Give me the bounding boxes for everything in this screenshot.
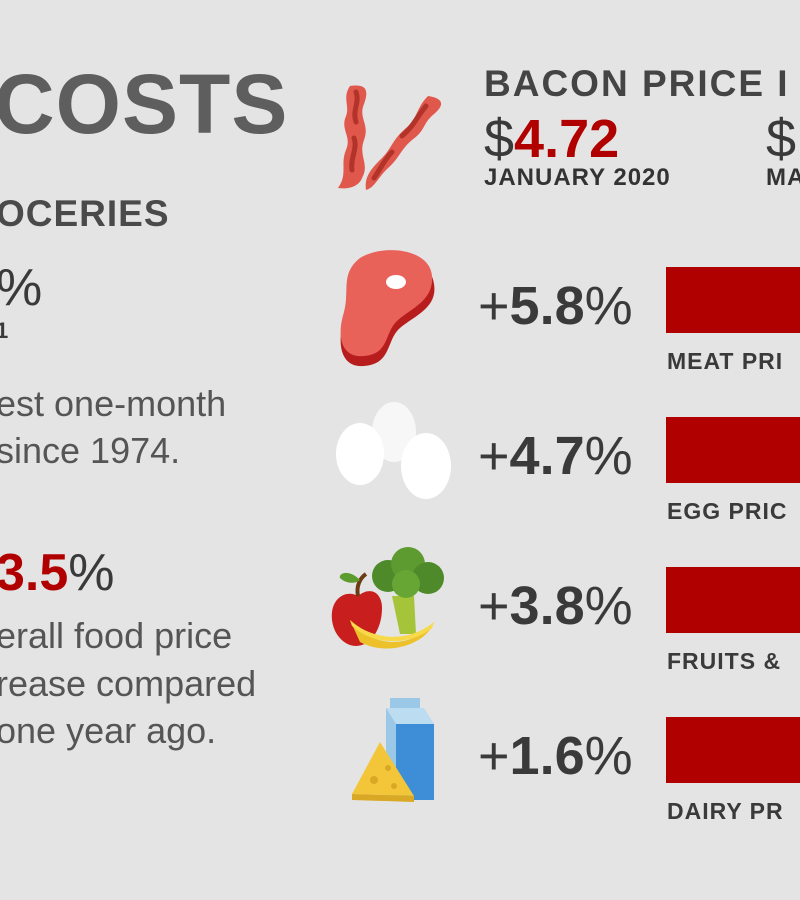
egg-label: EGG PRIC — [667, 498, 788, 524]
meat-bar — [666, 267, 800, 333]
sign: + — [478, 276, 510, 336]
produce-icon — [331, 547, 444, 649]
fruits-label: FRUITS & — [667, 648, 782, 674]
dairy-label: DAIRY PR — [667, 798, 784, 824]
sign: + — [478, 726, 510, 786]
overall-line-3: one year ago. — [0, 710, 217, 751]
eggs-icon — [336, 402, 451, 499]
monthly-stat-date-fragment: 1 — [0, 318, 9, 343]
bacon-icon — [338, 85, 442, 190]
sign: + — [478, 576, 510, 636]
monthly-stat-line-2: since 1974. — [0, 430, 181, 471]
overall-line-1: erall food price — [0, 615, 233, 656]
egg-change: +4.7% — [478, 425, 633, 487]
unit: % — [584, 576, 633, 636]
bacon-price-second: $ — [766, 108, 796, 170]
unit: % — [584, 276, 633, 336]
monthly-stat-fragment: % — [0, 259, 43, 317]
fruits-bar — [666, 567, 800, 633]
overall-line-2: rease compared — [0, 663, 257, 704]
bacon-price-date-1: JANUARY 2020 — [484, 164, 671, 191]
value: 5.8 — [509, 276, 585, 336]
page-title: COSTS — [0, 57, 289, 151]
bacon-price-date-2: MA — [766, 164, 800, 191]
bacon-price-jan-2020: $4.72 — [484, 108, 619, 170]
egg-bar — [666, 417, 800, 483]
unit: % — [584, 426, 633, 486]
currency-symbol: $ — [484, 109, 515, 169]
value: 3.8 — [509, 576, 585, 636]
bacon-price-value: 4.72 — [514, 109, 620, 169]
meat-label: MEAT PRI — [667, 348, 784, 374]
overall-food-stat: 3.5% — [0, 543, 115, 603]
dairy-bar — [666, 717, 800, 783]
section-subhead: OCERIES — [0, 193, 170, 234]
overall-food-value: 3.5 — [0, 544, 69, 602]
currency-symbol: $ — [766, 109, 797, 169]
unit: % — [584, 726, 633, 786]
dairy-icon — [352, 698, 434, 802]
meat-change: +5.8% — [478, 275, 633, 337]
sign: + — [478, 426, 510, 486]
value: 1.6 — [509, 726, 585, 786]
monthly-stat-line-1: est one-month — [0, 383, 227, 424]
bacon-price-title: BACON PRICE I — [484, 63, 790, 104]
value: 4.7 — [509, 426, 585, 486]
overall-food-unit: % — [68, 544, 115, 602]
fruits-change: +3.8% — [478, 575, 633, 637]
steak-icon — [340, 250, 435, 367]
dairy-change: +1.6% — [478, 725, 633, 787]
